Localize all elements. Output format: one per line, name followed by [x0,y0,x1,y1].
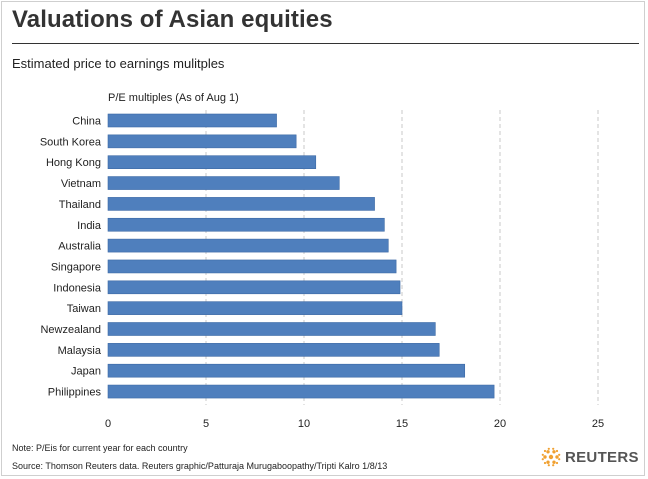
logo-dot [555,461,559,465]
bar [107,384,495,399]
logo-dot [547,464,550,467]
x-tick-label: 0 [105,418,111,430]
logo-dot [552,464,555,467]
logo-dot [543,449,547,453]
bar [107,259,397,274]
logo-dot [543,461,547,465]
bar [107,113,277,128]
bar [107,217,385,232]
x-tick-label: 10 [298,418,310,430]
logo-dot [555,449,559,453]
category-label: Singapore [51,261,101,273]
x-tick-label: 5 [203,418,209,430]
x-tick-label: 20 [494,418,506,430]
bar [107,134,297,149]
logo-dot [552,447,555,450]
logo-dot [541,453,544,456]
page-subtitle: Estimated price to earnings mulitples [12,56,225,71]
logo-dot [548,454,554,460]
reuters-logo-text: REUTERS [565,448,639,466]
footnote: Note: P/Eis for current year for each co… [12,443,188,453]
category-label: Malaysia [58,345,102,357]
logo-dot [555,455,559,459]
chart-title: P/E multiples (As of Aug 1) [108,92,239,104]
category-label: Indonesia [53,282,102,294]
bar [107,197,375,211]
bar [107,363,466,378]
bar [107,322,436,336]
logo-dot [543,455,547,459]
bar [107,238,389,253]
logo-dot [552,460,556,464]
reuters-dots-icon [541,447,561,467]
logo-dot [547,447,550,450]
x-tick-labels: 0 5 10 15 20 25 [105,418,604,430]
logo-dot [552,450,556,454]
category-label: South Korea [40,136,102,148]
category-labels: China South Korea Hong Kong Vietnam Thailand… [40,116,102,399]
bar [107,155,317,169]
bar [107,301,403,315]
source-line: Source: Thomson Reuters data. Reuters gr… [12,461,388,471]
category-label: Japan [71,366,101,378]
title-divider [12,43,639,44]
reuters-logo: REUTERS [541,446,639,468]
category-label: Hong Kong [46,157,101,169]
logo-dot [541,458,544,461]
x-tick-label: 15 [396,418,408,430]
bar-series [107,113,495,399]
x-tick-label: 25 [592,418,604,430]
bar [107,176,340,190]
logo-dot [546,460,550,464]
category-label: Newzealand [40,324,101,336]
logo-dot [558,458,561,461]
category-label: China [72,116,102,128]
category-label: India [77,220,102,232]
bar [107,280,401,295]
category-label: Australia [58,241,102,253]
category-label: Vietnam [61,178,101,190]
page-title: Valuations of Asian equities [12,6,333,33]
category-label: Taiwan [67,303,101,315]
category-label: Philippines [48,387,102,399]
category-label: Thailand [59,199,101,211]
bar [107,343,440,357]
logo-dot [546,450,550,454]
logo-dot [558,453,561,456]
grid-lines [205,110,599,405]
